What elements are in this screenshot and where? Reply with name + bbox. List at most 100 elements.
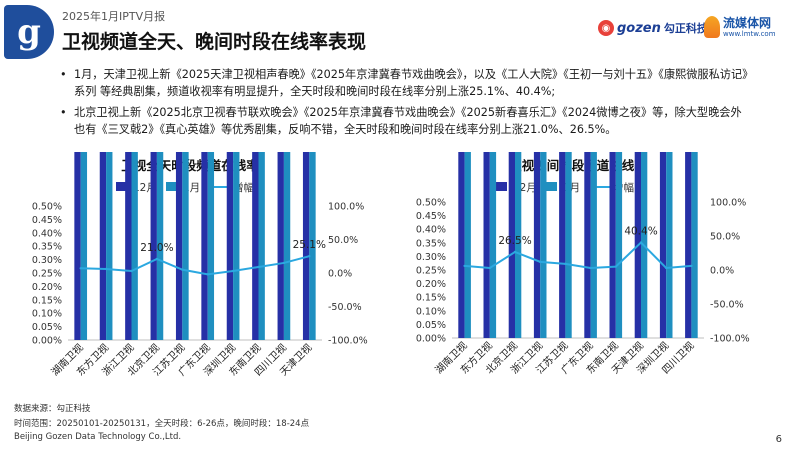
bar-jan bbox=[489, 152, 497, 338]
growth-point bbox=[231, 269, 235, 273]
growth-point bbox=[539, 260, 542, 264]
chart-evening: 卫视晚间时段频道在线率12月1月增幅0.00%0.05%0.10%0.15%0.… bbox=[416, 152, 750, 376]
footer-range: 时间范围：20250101-20250131，全天时段：6-26点，晚间时段：1… bbox=[14, 419, 310, 429]
bar-jan bbox=[666, 152, 673, 338]
lmtw-logo-name: 流媒体网 bbox=[723, 15, 772, 30]
growth-point bbox=[665, 266, 668, 270]
y-tick-left: 0.15% bbox=[32, 295, 62, 306]
y-tick-left: 0.20% bbox=[32, 282, 62, 293]
y-tick-left: 0.50% bbox=[32, 202, 62, 213]
bar-jan bbox=[156, 152, 164, 340]
bullet-item: 北京卫视上新《2025北京卫视春节联欢晚会》《2025年京津冀春节戏曲晚会》《2… bbox=[60, 104, 750, 138]
bar-dec bbox=[559, 152, 566, 338]
bar-dec bbox=[226, 152, 234, 340]
growth-point bbox=[690, 264, 693, 268]
page-number: 6 bbox=[775, 434, 782, 445]
y-tick-left: 0.30% bbox=[416, 252, 446, 263]
bar-jan bbox=[691, 152, 698, 338]
brand-logo-icon: g bbox=[4, 5, 54, 59]
data-label: 21.0% bbox=[140, 242, 173, 254]
y-tick-left: 0.10% bbox=[416, 306, 446, 317]
legend-swatch bbox=[546, 182, 557, 191]
growth-point bbox=[155, 257, 159, 261]
y-tick-right: -100.0% bbox=[328, 336, 368, 347]
bar-dec bbox=[483, 152, 490, 338]
lmtw-logo-url: www.lmtw.com bbox=[723, 29, 776, 38]
bar-jan bbox=[207, 152, 215, 340]
report-label: 2025年1月IPTV月报 bbox=[62, 10, 166, 23]
y-tick-left: 0.45% bbox=[32, 215, 62, 226]
bar-dec bbox=[125, 152, 132, 340]
y-tick-left: 0.50% bbox=[416, 198, 446, 209]
growth-point bbox=[308, 254, 311, 258]
growth-point bbox=[488, 266, 491, 270]
y-tick-left: 0.25% bbox=[416, 266, 446, 277]
bar-jan bbox=[540, 152, 547, 338]
bar-jan bbox=[590, 152, 597, 338]
bar-dec bbox=[609, 152, 616, 338]
growth-point bbox=[564, 262, 567, 266]
page-title: 卫视频道全天、晚间时段在线率表现 bbox=[62, 31, 367, 53]
bar-jan bbox=[615, 152, 623, 338]
footer-source: 数据来源：勾正科技 bbox=[14, 404, 91, 414]
summary-bullets: 1月，天津卫视上新《2025天津卫视相声春晚》《2025年京津冀春节戏曲晚会》，… bbox=[60, 66, 750, 142]
y-tick-right: 100.0% bbox=[328, 202, 364, 213]
growth-line bbox=[464, 241, 692, 269]
y-tick-left: 0.20% bbox=[416, 279, 446, 290]
y-tick-left: 0.40% bbox=[416, 225, 446, 236]
data-label: 25.1% bbox=[293, 239, 326, 251]
bar-dec bbox=[201, 152, 208, 341]
lmtw-logo: 流媒体网 www.lmtw.com bbox=[704, 16, 776, 38]
growth-point bbox=[513, 250, 517, 254]
growth-point bbox=[282, 261, 286, 265]
chart-title: 卫视晚间时段频道在线率 bbox=[509, 158, 647, 173]
gozen-mark-icon: ◉ bbox=[598, 20, 614, 36]
bar-jan bbox=[565, 152, 572, 338]
y-tick-left: 0.00% bbox=[416, 334, 446, 345]
y-tick-left: 0.35% bbox=[32, 242, 62, 253]
bar-dec bbox=[277, 152, 284, 340]
y-tick-left: 0.30% bbox=[32, 255, 62, 266]
growth-point bbox=[257, 265, 260, 269]
y-tick-right: -100.0% bbox=[710, 334, 750, 345]
y-tick-left: 0.05% bbox=[32, 322, 62, 333]
y-tick-right: 0.0% bbox=[328, 269, 352, 280]
legend-swatch bbox=[166, 182, 177, 191]
gozen-logo-cn: 勾正科技 bbox=[663, 22, 708, 35]
growth-point bbox=[463, 264, 466, 268]
legend-swatch bbox=[116, 182, 127, 191]
bar-jan bbox=[80, 152, 88, 340]
bar-jan bbox=[309, 152, 316, 340]
y-tick-left: 0.40% bbox=[32, 228, 62, 239]
bar-jan bbox=[283, 152, 291, 341]
bar-dec bbox=[99, 152, 107, 340]
lmtw-mark-icon bbox=[704, 16, 720, 38]
y-tick-left: 0.05% bbox=[416, 320, 446, 331]
growth-point bbox=[614, 265, 617, 268]
y-tick-left: 0.10% bbox=[32, 309, 62, 320]
header-bar: g 2025年1月IPTV月报 卫视频道全天、晚间时段在线率表现 ◉ gozen… bbox=[0, 0, 800, 62]
y-tick-left: 0.00% bbox=[32, 336, 62, 347]
bar-jan bbox=[515, 152, 522, 338]
bar-dec bbox=[175, 152, 183, 340]
y-tick-left: 0.35% bbox=[416, 238, 446, 249]
bar-dec bbox=[685, 152, 692, 338]
bar-dec bbox=[508, 152, 515, 338]
growth-point bbox=[639, 241, 643, 244]
bar-jan bbox=[131, 152, 138, 340]
bar-jan bbox=[233, 152, 240, 340]
growth-point bbox=[181, 268, 184, 271]
growth-point bbox=[206, 273, 209, 276]
y-tick-right: 50.0% bbox=[328, 235, 358, 246]
footer-company: Beijing Gozen Data Technology Co.,Ltd. bbox=[14, 432, 182, 442]
bar-dec bbox=[252, 152, 259, 340]
bar-dec bbox=[458, 152, 465, 338]
bar-jan bbox=[258, 152, 265, 340]
growth-point bbox=[104, 267, 108, 271]
bar-dec bbox=[584, 152, 591, 338]
y-tick-right: -50.0% bbox=[710, 300, 744, 311]
bar-jan bbox=[464, 152, 471, 338]
bar-dec bbox=[533, 152, 541, 338]
y-tick-right: 50.0% bbox=[710, 232, 740, 243]
